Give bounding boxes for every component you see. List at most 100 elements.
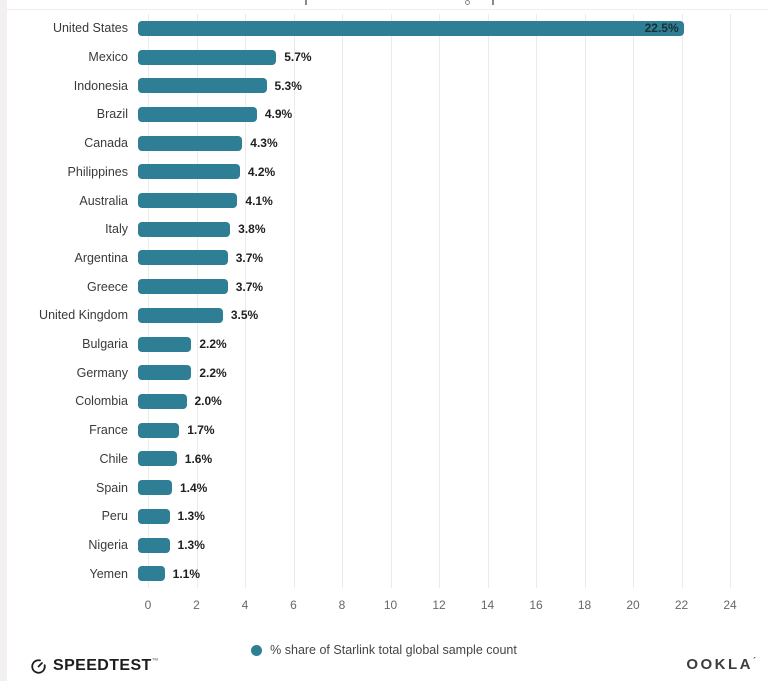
- legend: % share of Starlink total global sample …: [0, 643, 768, 657]
- bar: [138, 78, 267, 94]
- value-label: 4.3%: [250, 136, 278, 151]
- value-label: 3.8%: [238, 222, 266, 237]
- gridline: [584, 14, 586, 588]
- bar-row: United States 22.5%: [0, 14, 768, 43]
- x-tick-label: 8: [338, 598, 346, 612]
- bar: [138, 279, 228, 295]
- bar: [138, 164, 240, 180]
- bar-row: Colombia 2.0%: [0, 387, 768, 416]
- value-label: 4.9%: [264, 107, 293, 122]
- value-label: 4.2%: [247, 164, 276, 179]
- gridline: [342, 14, 343, 588]
- bar-track: 1.3%: [138, 537, 720, 553]
- category-label: Italy: [105, 222, 128, 237]
- x-tick-label: 22: [674, 598, 689, 612]
- bar-row: United Kingdom 3.5%: [0, 301, 768, 330]
- x-tick-label: 14: [480, 598, 495, 612]
- bar-row: Nigeria 1.3%: [0, 531, 768, 560]
- bar-row: Italy 3.8%: [0, 215, 768, 244]
- bar: [138, 49, 277, 65]
- gridline: [390, 14, 392, 588]
- cropped-title-fragment: [305, 0, 307, 5]
- bar-row: Mexico 5.7%: [0, 43, 768, 72]
- value-label: 5.7%: [284, 50, 312, 65]
- category-label: Bulgaria: [82, 337, 128, 352]
- x-axis: 0 2 4 6 8 10 12 14 16 18 20 22 24: [144, 598, 737, 616]
- value-label: 1.7%: [187, 423, 215, 438]
- bar: [138, 336, 192, 352]
- value-label: 2.2%: [199, 337, 227, 352]
- bar-track: 4.9%: [138, 106, 720, 122]
- ookla-logo: OOKLA´: [686, 656, 756, 673]
- x-tick-label: 2: [193, 598, 200, 612]
- x-tick-label: 18: [577, 598, 592, 612]
- bar-track: 3.7%: [138, 279, 720, 295]
- bar-track: 4.3%: [138, 135, 720, 151]
- gridline: [245, 14, 246, 588]
- bar-row: Chile 1.6%: [0, 445, 768, 474]
- bar-track: 1.7%: [138, 422, 720, 438]
- chart-top-divider: [7, 9, 768, 10]
- category-label: Mexico: [88, 50, 128, 65]
- bar-track: 5.3%: [138, 78, 720, 94]
- gridline: [148, 14, 149, 588]
- bar-track: 2.0%: [138, 393, 720, 409]
- category-label: Germany: [76, 365, 128, 380]
- page-background-strip: [0, 0, 7, 681]
- value-label: 1.3%: [177, 538, 205, 552]
- value-label: 3.7%: [235, 279, 264, 294]
- bar: [138, 193, 238, 209]
- x-tick-label: 16: [529, 598, 543, 612]
- bar-track: 3.7%: [138, 250, 720, 266]
- category-label: Argentina: [74, 250, 128, 265]
- bar: [138, 365, 192, 381]
- x-tick-label: 6: [290, 598, 297, 612]
- bar-track: 4.1%: [138, 193, 720, 209]
- gridline: [730, 14, 731, 588]
- bar-row: Spain 1.4%: [0, 473, 768, 502]
- trademark-symbol: ™: [151, 658, 160, 665]
- bar-row: Germany 2.2%: [0, 358, 768, 387]
- gridline: [196, 14, 198, 588]
- value-label: 1.6%: [184, 451, 213, 466]
- value-label: 2.2%: [199, 365, 227, 380]
- category-label: Greece: [87, 279, 128, 294]
- bar-row: France 1.7%: [0, 416, 768, 445]
- category-label: Australia: [79, 193, 128, 208]
- value-label: 1.3%: [177, 509, 205, 524]
- gridline: [536, 14, 537, 588]
- category-label: Yemen: [89, 566, 128, 581]
- gridline: [487, 14, 489, 588]
- x-tick-label: 0: [144, 598, 152, 612]
- bar-track: 5.7%: [138, 49, 720, 65]
- value-label: 3.7%: [235, 250, 264, 265]
- bar-track: 1.6%: [138, 451, 720, 467]
- bar-track: 1.1%: [138, 566, 720, 582]
- bar: [138, 566, 165, 582]
- value-label: 5.3%: [274, 78, 302, 93]
- bar: [138, 106, 257, 122]
- speedtest-wordmark: SPEEDTEST™: [53, 657, 160, 674]
- legend-marker-icon: [251, 644, 263, 656]
- gridline: [293, 14, 295, 588]
- bar: [138, 508, 170, 524]
- ookla-accent-mark: ´: [753, 656, 756, 666]
- bar: 22.5%: [138, 20, 684, 36]
- value-label: 22.5%: [644, 21, 679, 36]
- category-label: Colombia: [75, 394, 128, 409]
- bar-row: Bulgaria 2.2%: [0, 330, 768, 359]
- bar: [138, 221, 231, 237]
- bar-track: 2.2%: [138, 365, 720, 381]
- value-label: 4.1%: [245, 193, 273, 208]
- category-label: Philippines: [67, 164, 128, 179]
- bar-track: 3.8%: [138, 221, 720, 237]
- bar-row: Peru 1.3%: [0, 502, 768, 531]
- bar: [138, 393, 187, 409]
- bar-row: Argentina 3.7%: [0, 244, 768, 273]
- bar-row: Brazil 4.9%: [0, 100, 768, 129]
- x-tick-label: 4: [241, 598, 249, 612]
- bar-track: 22.5%: [138, 20, 720, 36]
- bar-track: 1.3%: [138, 508, 720, 524]
- bar-row: Canada 4.3%: [0, 129, 768, 158]
